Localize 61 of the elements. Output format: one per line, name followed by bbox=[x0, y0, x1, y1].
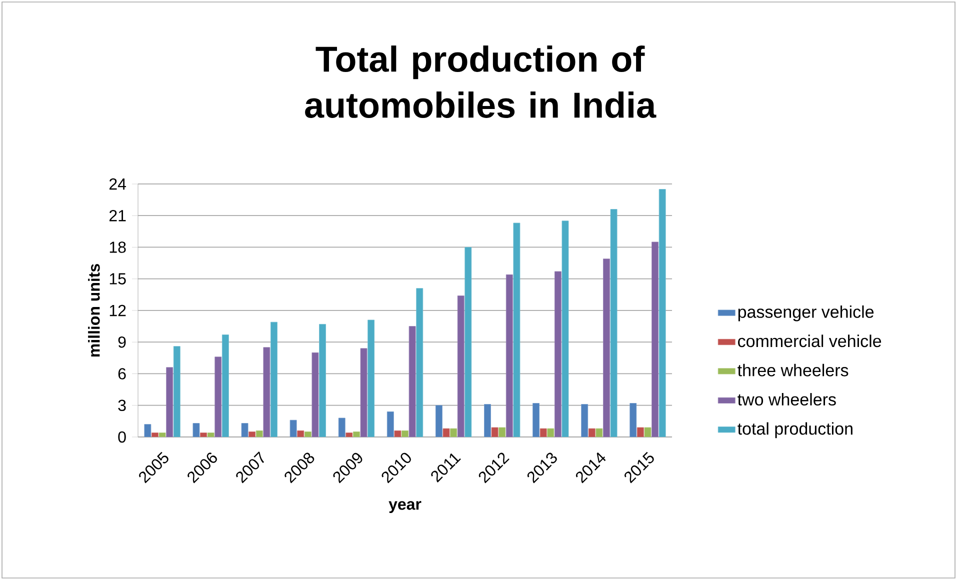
bar bbox=[436, 405, 442, 437]
bar bbox=[192, 423, 200, 437]
y-tick-label: 21 bbox=[109, 210, 126, 222]
y-tick-label: 24 bbox=[109, 178, 126, 190]
bar bbox=[491, 427, 498, 437]
bar bbox=[173, 346, 180, 437]
bar bbox=[312, 352, 319, 437]
bar bbox=[630, 403, 637, 437]
bar bbox=[652, 242, 658, 437]
bar bbox=[484, 404, 491, 437]
bar bbox=[513, 222, 520, 437]
chart-title: Total production of automobiles in India bbox=[305, 46, 656, 118]
bar bbox=[338, 418, 346, 437]
bar bbox=[581, 404, 588, 437]
bar bbox=[506, 274, 513, 437]
bar bbox=[319, 324, 326, 437]
legend-label: passenger vehicle bbox=[738, 305, 874, 322]
y-tick-label: 9 bbox=[118, 336, 126, 348]
y-tick-label: 18 bbox=[110, 242, 126, 253]
bar bbox=[368, 320, 375, 437]
bar bbox=[588, 428, 596, 437]
bar bbox=[222, 334, 229, 437]
bar bbox=[408, 326, 416, 437]
bar bbox=[457, 296, 464, 437]
bar bbox=[263, 347, 270, 437]
bar bbox=[152, 432, 158, 437]
bar bbox=[200, 432, 207, 437]
x-axis-title: year bbox=[388, 501, 422, 514]
bar bbox=[394, 430, 402, 437]
y-tick-label: 3 bbox=[118, 400, 126, 412]
y-tick-label: 12 bbox=[110, 304, 126, 316]
bar bbox=[270, 322, 278, 437]
bar bbox=[166, 367, 174, 437]
bar bbox=[290, 420, 297, 437]
y-tick-label: 15 bbox=[110, 273, 126, 284]
bar bbox=[636, 427, 644, 437]
bar bbox=[442, 428, 450, 437]
bar bbox=[360, 348, 368, 437]
y-tick-label: 0 bbox=[118, 431, 126, 443]
bar bbox=[144, 424, 152, 437]
bar bbox=[540, 428, 547, 437]
legend-label: three wheelers bbox=[738, 364, 848, 376]
bar bbox=[241, 423, 248, 437]
y-axis-title: million units bbox=[88, 264, 100, 357]
bar bbox=[214, 356, 222, 437]
bar bbox=[386, 411, 394, 437]
bar bbox=[532, 403, 540, 437]
bar bbox=[554, 271, 562, 437]
bar bbox=[562, 220, 569, 437]
bar bbox=[297, 430, 304, 437]
bar bbox=[610, 209, 618, 437]
bar bbox=[346, 432, 353, 437]
legend-label: total production bbox=[738, 422, 852, 438]
bar bbox=[464, 247, 472, 437]
y-tick-label: 6 bbox=[118, 368, 126, 380]
bar bbox=[658, 189, 666, 437]
legend-label: commercial vehicle bbox=[738, 334, 882, 348]
bar bbox=[603, 258, 610, 437]
bar bbox=[416, 288, 424, 437]
bar bbox=[248, 432, 256, 437]
legend-label: two wheelers bbox=[738, 393, 836, 406]
